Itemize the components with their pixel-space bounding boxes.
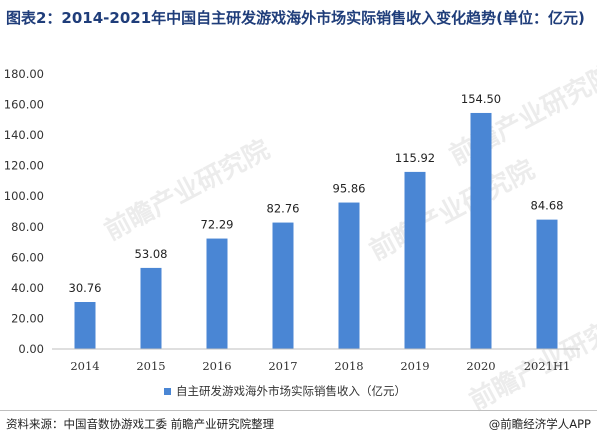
brand-credit-text: @前瞻经济学人APP <box>488 417 591 431</box>
data-label: 154.50 <box>461 92 501 106</box>
x-tick-label: 2015 <box>136 359 165 373</box>
x-tick-label: 2021H1 <box>524 359 571 373</box>
y-tick-label: 160.00 <box>4 98 44 112</box>
y-tick-label: 80.00 <box>11 220 44 234</box>
y-tick-label: 20.00 <box>11 311 44 325</box>
y-tick-label: 120.00 <box>4 159 44 173</box>
x-tick-label: 2017 <box>268 359 297 373</box>
y-tick-label: 0.00 <box>18 342 44 356</box>
legend-label: 自主研发游戏海外市场实际销售收入（亿元） <box>176 384 406 398</box>
legend: 自主研发游戏海外市场实际销售收入（亿元） <box>164 384 406 398</box>
y-tick-label: 100.00 <box>4 189 44 203</box>
data-label: 95.86 <box>333 182 366 196</box>
source-note: 资料来源：中国音数协游戏工委 前瞻产业研究院整理 <box>6 417 275 431</box>
y-tick-label: 140.00 <box>4 128 44 142</box>
data-label: 84.68 <box>531 199 564 213</box>
bar <box>206 238 228 349</box>
data-label: 53.08 <box>135 247 168 261</box>
bar <box>74 302 96 349</box>
x-tick-label: 2014 <box>70 359 99 373</box>
bar <box>536 219 558 349</box>
bar-chart: 0.00 20.00 40.00 60.00 80.00 100.00 120.00 140.… <box>4 67 580 398</box>
data-label: 30.76 <box>69 281 102 295</box>
x-tick-label: 2016 <box>202 359 231 373</box>
bar <box>140 267 162 349</box>
brand-credit: @前瞻经济学人APP <box>489 416 591 432</box>
bars: 30.76 53.08 72.29 82.76 95.86 115.92 154.50 84.… <box>69 92 564 349</box>
bar <box>404 171 426 349</box>
y-tick-label: 60.00 <box>11 250 44 264</box>
data-label: 82.76 <box>267 202 300 216</box>
data-label: 115.92 <box>395 151 435 165</box>
x-tick-label: 2018 <box>334 359 363 373</box>
bar <box>470 112 492 349</box>
x-axis: 2014 2015 2016 2017 2018 2019 2020 2021H1 <box>52 348 580 373</box>
footer-divider <box>0 410 597 411</box>
y-tick-label: 180.00 <box>4 67 44 81</box>
y-axis: 0.00 20.00 40.00 60.00 80.00 100.00 120.00 140.… <box>4 67 44 356</box>
chart-title: 图表2：2014-2021年中国自主研发游戏海外市场实际销售收入变化趋势(单位：… <box>6 9 585 27</box>
data-label: 72.29 <box>201 218 234 232</box>
y-tick-label: 40.00 <box>11 281 44 295</box>
x-tick-label: 2019 <box>400 359 429 373</box>
bar <box>338 202 360 349</box>
bar <box>272 222 294 349</box>
legend-swatch <box>164 388 171 395</box>
x-tick-label: 2020 <box>466 359 495 373</box>
